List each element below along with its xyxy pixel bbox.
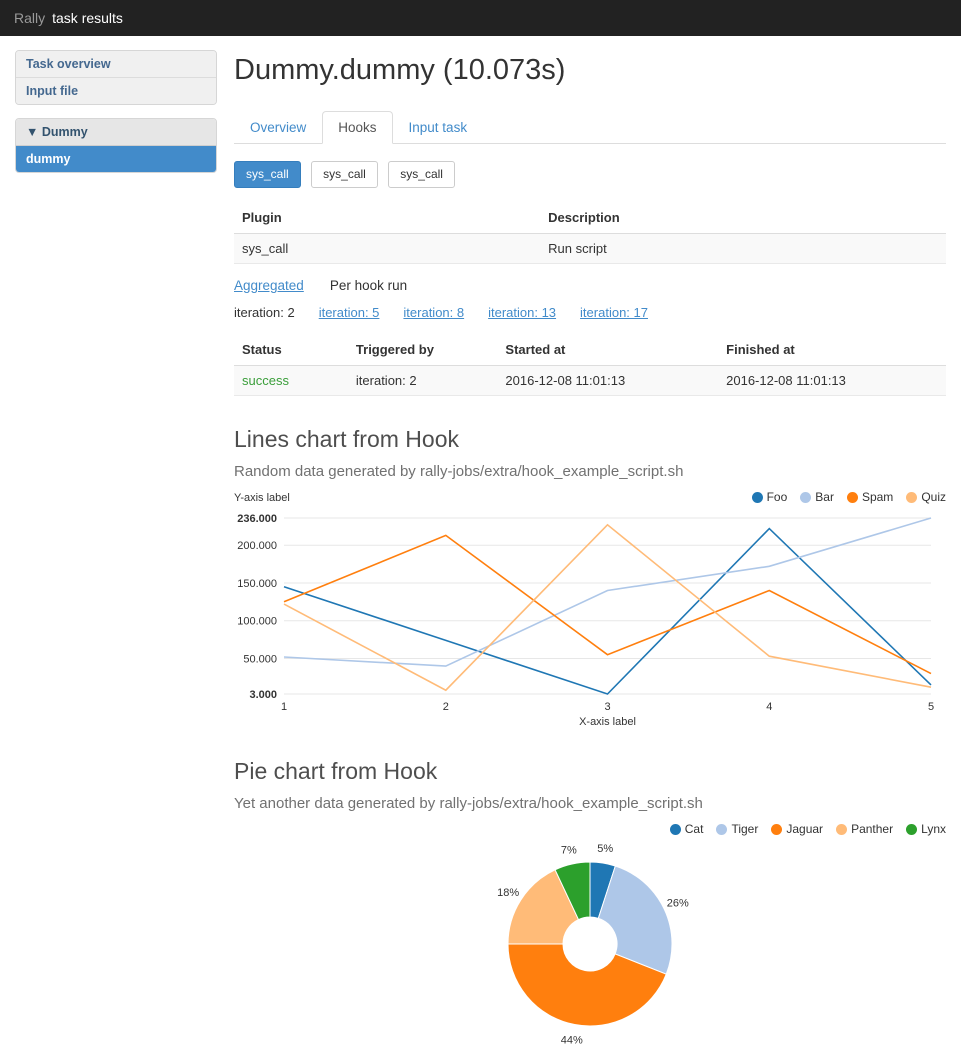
plugin-table-row: sys_call Run script: [234, 234, 946, 264]
aggregated-link[interactable]: Aggregated: [234, 278, 304, 293]
collapse-triangle-icon: ▼: [26, 125, 38, 139]
legend-item-jaguar[interactable]: Jaguar: [771, 822, 823, 836]
legend-item-foo[interactable]: Foo: [752, 490, 788, 504]
svg-text:26%: 26%: [667, 898, 689, 910]
page: Rally task results Task overview Input f…: [0, 0, 961, 1062]
svg-text:5: 5: [928, 701, 934, 713]
svg-text:18%: 18%: [497, 887, 519, 899]
legend-color-dot: [836, 824, 847, 835]
pie-chart: 5% 26% 44% 18% 7%: [234, 838, 946, 1048]
pie-chart-subtitle: Yet another data generated by rally-jobs…: [234, 795, 946, 812]
svg-text:3.000: 3.000: [249, 689, 277, 701]
legend-item-tiger[interactable]: Tiger: [716, 822, 758, 836]
sidebar-group-label: Dummy: [42, 125, 88, 139]
sidebar-scenario-panel: ▼ Dummy dummy: [15, 118, 217, 173]
description-cell: Run script: [540, 234, 946, 264]
hook-button-sys-call-1[interactable]: sys_call: [234, 161, 301, 188]
lines-legend: Foo Bar Spam Quiz: [752, 490, 946, 504]
legend-item-lynx[interactable]: Lynx: [906, 822, 946, 836]
legend-color-dot: [752, 492, 763, 503]
svg-text:X-axis label: X-axis label: [579, 716, 636, 728]
iteration-selector: iteration: 2 iteration: 5 iteration: 8 i…: [234, 305, 946, 320]
triggered-by-cell: iteration: 2: [348, 366, 498, 396]
iteration-current[interactable]: iteration: 2: [234, 305, 295, 320]
runs-table-header-triggered-by: Triggered by: [348, 334, 498, 366]
sidebar-item-dummy[interactable]: dummy: [16, 145, 216, 172]
svg-text:50.000: 50.000: [243, 654, 277, 666]
legend-color-dot: [716, 824, 727, 835]
sidebar-top-panel: Task overview Input file: [15, 50, 217, 105]
tab-hooks[interactable]: Hooks: [322, 111, 392, 144]
sidebar: Task overview Input file ▼ Dummy dummy: [15, 50, 217, 186]
tab-input-task[interactable]: Input task: [393, 111, 484, 144]
plugin-table-header-description: Description: [540, 202, 946, 234]
lines-chart-title: Lines chart from Hook: [234, 426, 946, 453]
iteration-link-5[interactable]: iteration: 5: [319, 305, 380, 320]
per-hook-run-label[interactable]: Per hook run: [330, 278, 407, 293]
legend-color-dot: [771, 824, 782, 835]
svg-text:4: 4: [766, 701, 772, 713]
legend-color-dot: [847, 492, 858, 503]
svg-text:2: 2: [443, 701, 449, 713]
svg-text:100.000: 100.000: [237, 616, 277, 628]
sidebar-item-task-overview[interactable]: Task overview: [16, 51, 216, 77]
tab-bar: Overview Hooks Input task: [234, 111, 946, 144]
svg-text:1: 1: [281, 701, 287, 713]
runs-table: Status Triggered by Started at Finished …: [234, 334, 946, 396]
legend-item-spam[interactable]: Spam: [847, 490, 893, 504]
started-at-cell: 2016-12-08 11:01:13: [497, 366, 718, 396]
main-content: Dummy.dummy (10.073s) Overview Hooks Inp…: [234, 50, 946, 1048]
plugin-table: Plugin Description sys_call Run script: [234, 202, 946, 264]
hook-button-sys-call-3[interactable]: sys_call: [388, 161, 455, 188]
iteration-link-8[interactable]: iteration: 8: [403, 305, 464, 320]
hook-button-group: sys_call sys_call sys_call: [234, 161, 946, 188]
runs-table-header-finished-at: Finished at: [718, 334, 946, 366]
lines-chart-subtitle: Random data generated by rally-jobs/extr…: [234, 463, 946, 480]
legend-color-dot: [906, 824, 917, 835]
y-axis-label: Y-axis label: [234, 492, 290, 504]
finished-at-cell: 2016-12-08 11:01:13: [718, 366, 946, 396]
top-navbar: Rally task results: [0, 0, 961, 36]
pie-chart-title: Pie chart from Hook: [234, 758, 946, 785]
svg-text:44%: 44%: [561, 1034, 583, 1046]
status-cell: success: [234, 366, 348, 396]
iteration-link-13[interactable]: iteration: 13: [488, 305, 556, 320]
svg-text:200.000: 200.000: [237, 540, 277, 552]
sidebar-group-dummy[interactable]: ▼ Dummy: [16, 119, 216, 145]
legend-color-dot: [670, 824, 681, 835]
legend-color-dot: [800, 492, 811, 503]
page-title: Dummy.dummy (10.073s): [234, 54, 946, 87]
legend-color-dot: [906, 492, 917, 503]
pie-legend: Cat Tiger Jaguar Panther Lynx: [670, 822, 946, 836]
iteration-link-17[interactable]: iteration: 17: [580, 305, 648, 320]
runs-table-row: success iteration: 2 2016-12-08 11:01:13…: [234, 366, 946, 396]
lines-chart-header: Y-axis label Foo Bar Spam Quiz: [234, 490, 946, 504]
legend-item-bar[interactable]: Bar: [800, 490, 834, 504]
brand-rally: Rally: [14, 10, 45, 26]
pie-chart-header: Cat Tiger Jaguar Panther Lynx: [234, 822, 946, 836]
lines-chart: 236.000 200.000 150.000 100.000 50.000 3.000 1…: [234, 506, 946, 728]
svg-text:5%: 5%: [597, 843, 613, 855]
svg-text:3: 3: [604, 701, 610, 713]
legend-item-cat[interactable]: Cat: [670, 822, 704, 836]
navbar-title: task results: [52, 10, 123, 26]
legend-item-quiz[interactable]: Quiz: [906, 490, 946, 504]
hook-button-sys-call-2[interactable]: sys_call: [311, 161, 378, 188]
tab-overview[interactable]: Overview: [234, 111, 322, 144]
runs-table-header-status: Status: [234, 334, 348, 366]
legend-item-panther[interactable]: Panther: [836, 822, 893, 836]
sidebar-item-input-file[interactable]: Input file: [16, 77, 216, 104]
view-mode-switcher: Aggregated Per hook run: [234, 278, 946, 293]
content-container: Task overview Input file ▼ Dummy dummy D…: [0, 36, 961, 1062]
svg-text:236.000: 236.000: [237, 513, 277, 525]
svg-text:150.000: 150.000: [237, 578, 277, 590]
plugin-cell: sys_call: [234, 234, 540, 264]
svg-text:7%: 7%: [561, 844, 577, 856]
runs-table-header-started-at: Started at: [497, 334, 718, 366]
plugin-table-header-plugin: Plugin: [234, 202, 540, 234]
